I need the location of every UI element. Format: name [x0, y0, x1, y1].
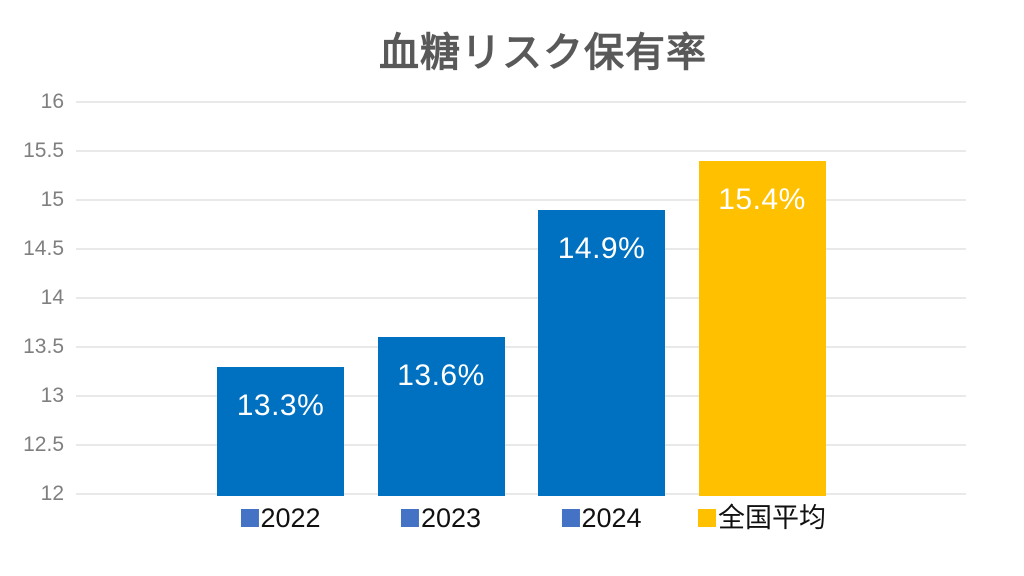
- gridline: [76, 395, 966, 397]
- bar-2024: 14.9%: [538, 209, 665, 496]
- gridline: [76, 101, 966, 103]
- y-tick-label: 15.5: [23, 139, 64, 162]
- bar-data-label: 13.6%: [397, 359, 485, 393]
- gridline: [76, 248, 966, 250]
- legend-label: 2022: [260, 503, 321, 533]
- bar-data-label: 15.4%: [718, 182, 806, 216]
- legend-item-2023: 2023: [400, 503, 482, 533]
- legend-label: 全国平均: [718, 503, 826, 533]
- y-tick-label: 12: [40, 482, 64, 505]
- gridline: [76, 150, 966, 152]
- y-tick-label: 14: [40, 286, 64, 309]
- legend-label: 2023: [420, 503, 482, 533]
- legend-item-2024: 2024: [561, 503, 642, 533]
- legend-marker-icon: [240, 509, 259, 527]
- gridline: [76, 199, 966, 201]
- legend-label: 2024: [581, 503, 642, 533]
- bar-2022: 13.3%: [217, 366, 344, 496]
- bar-data-label: 14.9%: [557, 231, 646, 265]
- gridline: [76, 297, 966, 299]
- y-tick-label: 16: [40, 90, 64, 113]
- legend-item-全国平均: 全国平均: [698, 503, 826, 533]
- gridline: [76, 493, 966, 495]
- legend-marker-icon: [400, 509, 419, 527]
- y-tick-label: 13.5: [23, 335, 64, 358]
- bar-2023: 13.6%: [377, 337, 505, 496]
- y-tick-label: 12.5: [23, 433, 64, 456]
- legend-item-2022: 2022: [240, 503, 321, 533]
- legend-marker-icon: [698, 509, 716, 527]
- gridline: [76, 444, 966, 446]
- y-tick-label: 15: [40, 188, 64, 211]
- y-tick-label: 13: [40, 384, 64, 407]
- bar-data-label: 13.3%: [236, 388, 325, 422]
- chart-title: 血糖リスク保有率: [379, 31, 707, 75]
- gridline: [76, 346, 966, 348]
- bar-全国平均: 15.4%: [698, 160, 826, 496]
- y-tick-label: 14.5: [23, 237, 64, 260]
- legend-marker-icon: [561, 509, 580, 527]
